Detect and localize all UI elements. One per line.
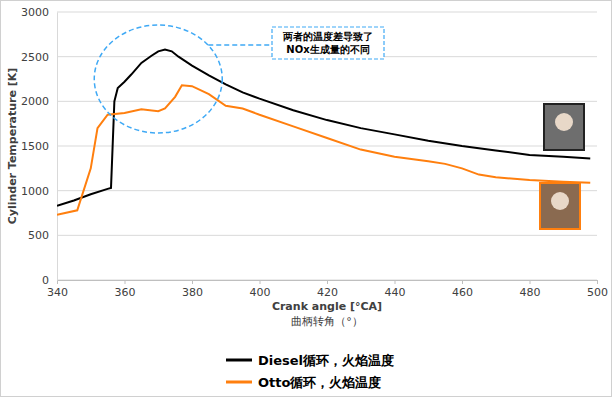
legend-swatch <box>226 381 252 384</box>
x-tick: 440 <box>385 280 406 299</box>
x-tick-mark <box>530 280 531 284</box>
y-tick-label: 1500 <box>21 140 49 153</box>
legend-label: Diesel循环，火焰温度 <box>258 353 394 368</box>
y-axis-line <box>57 13 58 281</box>
y-tick: 1000 <box>21 185 57 198</box>
y-tick-label: 1000 <box>21 185 49 198</box>
y-tick: 1500 <box>21 140 57 153</box>
x-tick-label: 400 <box>250 286 271 299</box>
y-tick: 2500 <box>21 51 57 64</box>
y-tick-label: 500 <box>28 229 49 242</box>
x-tick-label: 440 <box>385 286 406 299</box>
annotation-box <box>272 27 384 59</box>
y-tick-label: 3000 <box>21 6 49 19</box>
x-tick: 460 <box>452 280 473 299</box>
grid-line <box>57 190 597 191</box>
highlight-circle <box>94 25 222 133</box>
x-tick-label: 460 <box>452 286 473 299</box>
series-line <box>57 50 590 206</box>
x-axis-title: 曲柄转角（°） <box>291 315 363 328</box>
grid-line <box>57 12 597 13</box>
x-tick: 480 <box>520 280 541 299</box>
legend-label: Otto循环，火焰温度 <box>258 375 381 390</box>
x-tick-mark <box>57 280 58 284</box>
y-tick: 500 <box>28 229 57 242</box>
portrait <box>540 183 580 229</box>
x-axis: 340 360 380 400 420 440 460 480 500 <box>47 280 608 299</box>
grid-line <box>57 235 597 236</box>
grid <box>57 12 597 280</box>
x-tick: 500 <box>587 280 608 299</box>
y-tick-label: 2500 <box>21 51 49 64</box>
annotation-text: NOx生成量的不同 <box>286 44 369 55</box>
grid-line <box>57 101 597 102</box>
portrait-face <box>551 192 569 210</box>
x-tick-label: 480 <box>520 286 541 299</box>
x-tick-mark <box>395 280 396 284</box>
portrait-face <box>555 113 573 131</box>
x-tick: 400 <box>250 280 271 299</box>
grid-line <box>57 146 597 147</box>
x-tick-label: 500 <box>587 286 608 299</box>
legend: Diesel循环，火焰温度 Otto循环，火焰温度 <box>226 353 394 390</box>
x-tick-mark <box>462 280 463 284</box>
series-group <box>57 50 590 215</box>
x-tick-mark <box>597 280 598 284</box>
y-tick: 3000 <box>21 6 57 19</box>
y-tick: 2000 <box>21 95 57 108</box>
portrait-frame <box>544 104 584 150</box>
portrait-frame <box>540 183 580 229</box>
annotation-connector <box>208 44 272 46</box>
y-tick-label: 2000 <box>21 95 49 108</box>
plot: 340 360 380 400 420 440 460 480 500 0 500 1000 1500 2… <box>21 6 608 299</box>
background <box>1 1 612 397</box>
x-tick: 380 <box>182 280 203 299</box>
x-tick: 360 <box>115 280 136 299</box>
legend-swatch <box>226 359 252 362</box>
x-tick: 340 <box>47 280 68 299</box>
y-axis: 0 500 1000 1500 2000 2500 3000 <box>21 6 58 287</box>
y-tick: 0 <box>42 274 57 287</box>
x-tick-mark <box>260 280 261 284</box>
x-tick-label: 340 <box>47 286 68 299</box>
x-axis-title: Crank angle [°CA] <box>272 300 382 313</box>
x-tick-label: 360 <box>115 286 136 299</box>
series-line <box>57 85 590 215</box>
y-axis-title: Cylinder Temperature [K] <box>6 68 19 225</box>
x-tick-label: 380 <box>182 286 203 299</box>
y-tick-label: 0 <box>42 274 49 287</box>
x-tick-mark <box>327 280 328 284</box>
x-tick-label: 420 <box>317 286 338 299</box>
x-axis-line <box>58 281 598 285</box>
x-tick-mark <box>192 280 193 284</box>
x-tick-mark <box>125 280 126 284</box>
chart: 340 360 380 400 420 440 460 480 500 0 500 1000 1500 2… <box>0 0 612 397</box>
annotation-text: 两者的温度差导致了 <box>282 31 373 42</box>
portrait <box>544 104 584 150</box>
x-tick: 420 <box>317 280 338 299</box>
